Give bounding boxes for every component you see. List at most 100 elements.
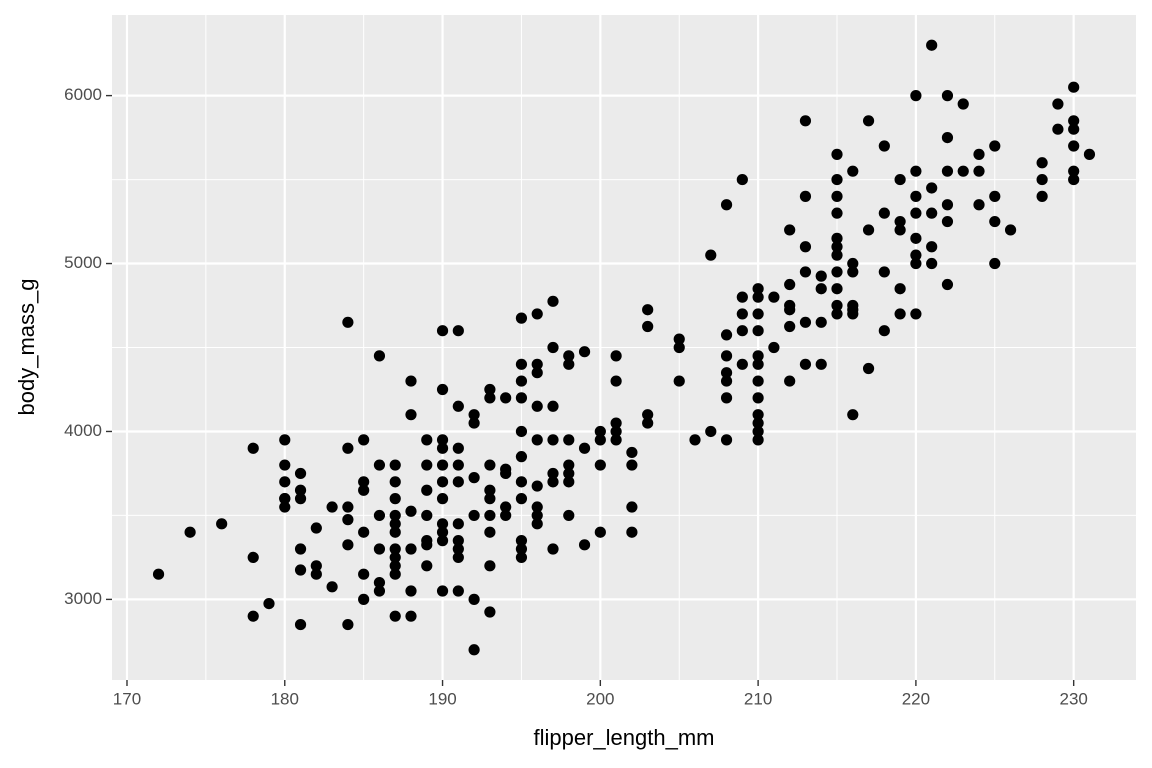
point: [784, 375, 796, 387]
point: [389, 459, 401, 471]
point: [1068, 165, 1080, 177]
point: [310, 560, 322, 572]
point: [910, 308, 922, 320]
point: [784, 224, 796, 236]
point: [626, 501, 638, 513]
point: [910, 165, 922, 177]
point: [389, 568, 401, 580]
point: [342, 442, 354, 454]
point: [358, 434, 370, 446]
point: [941, 165, 954, 177]
point: [1052, 123, 1064, 135]
y-tick-label: 3000: [64, 589, 102, 608]
point: [941, 131, 954, 144]
point: [389, 493, 401, 505]
point: [752, 291, 764, 303]
point: [547, 467, 559, 480]
point: [515, 476, 528, 488]
point: [421, 459, 433, 471]
point: [279, 459, 291, 471]
point: [484, 459, 496, 471]
point: [894, 283, 906, 295]
point: [326, 501, 338, 513]
point: [342, 539, 354, 551]
point: [720, 199, 733, 211]
point: [878, 140, 890, 152]
point: [436, 442, 449, 454]
point: [405, 543, 417, 555]
point: [531, 518, 543, 530]
y-tick-label: 4000: [64, 421, 102, 440]
point: [910, 190, 922, 202]
point: [294, 564, 307, 576]
point: [279, 434, 291, 446]
point: [799, 316, 812, 328]
point: [736, 325, 748, 337]
point: [436, 585, 449, 597]
point: [484, 392, 496, 404]
point: [294, 484, 307, 496]
grid: [112, 15, 1136, 680]
y-tick-label: 5000: [64, 253, 102, 272]
point: [578, 539, 591, 551]
point: [468, 409, 480, 421]
point: [941, 215, 954, 228]
point: [515, 543, 528, 555]
point: [279, 476, 291, 488]
point: [405, 585, 417, 597]
point: [878, 325, 890, 337]
point: [1068, 123, 1080, 135]
point: [989, 257, 1001, 270]
x-tick-label: 190: [428, 689, 456, 708]
point: [405, 505, 417, 517]
point: [642, 320, 654, 333]
point: [358, 526, 370, 538]
x-tick-label: 210: [744, 689, 772, 708]
point: [358, 568, 370, 580]
point: [673, 333, 685, 345]
point: [452, 585, 464, 597]
point: [515, 535, 528, 547]
point: [926, 39, 938, 51]
point: [610, 417, 622, 429]
point: [531, 358, 543, 370]
point: [547, 476, 559, 488]
point: [752, 409, 764, 421]
point: [799, 266, 812, 278]
point: [1036, 157, 1048, 169]
point: [610, 375, 622, 387]
point: [531, 400, 543, 412]
point: [847, 409, 859, 421]
point: [720, 392, 733, 404]
point: [436, 325, 449, 337]
point: [957, 98, 969, 110]
point: [815, 316, 827, 328]
point: [941, 199, 954, 211]
point: [689, 434, 701, 446]
point: [910, 257, 922, 270]
point: [862, 362, 875, 375]
point: [610, 434, 622, 446]
point: [1068, 115, 1080, 127]
point: [910, 90, 922, 102]
x-tick-label: 200: [586, 689, 614, 708]
point: [989, 190, 1001, 202]
point: [452, 543, 464, 555]
point: [926, 257, 938, 270]
point: [673, 341, 685, 354]
point: [484, 383, 496, 396]
point: [752, 350, 764, 362]
point: [941, 90, 954, 102]
point: [768, 341, 780, 354]
point: [547, 543, 559, 555]
point: [799, 241, 812, 253]
point: [373, 585, 386, 597]
point: [1068, 173, 1080, 186]
point: [862, 224, 875, 236]
point: [768, 291, 780, 303]
point: [752, 434, 764, 446]
x-tick-label: 230: [1059, 689, 1087, 708]
point: [342, 316, 354, 328]
point: [310, 568, 322, 580]
point: [152, 568, 165, 580]
